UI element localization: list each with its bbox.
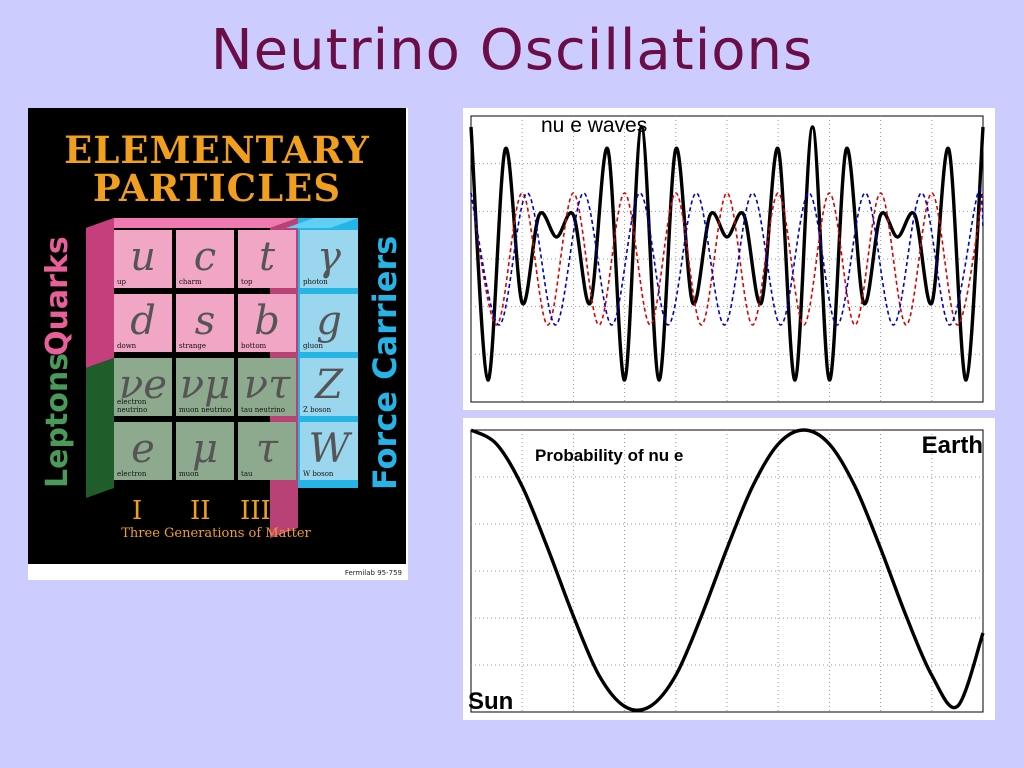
particle-name: top [241,278,253,286]
series-line-1 [470,192,984,326]
particle-cell: e electron [114,422,172,480]
series-line-0 [470,428,985,712]
generation-1: I [132,496,143,526]
particle-cell: s strange [176,294,234,352]
particle-cell: νμ muon neutrino [176,358,234,416]
slide-title: Neutrino Oscillations [210,18,814,83]
boson-symbol: g [316,298,342,344]
particle-cell: ντ tau neutrino [238,358,296,416]
boson-name: gluon [303,342,323,350]
particle-symbol: s [194,298,216,344]
poster-title-line2: PARTICLES [92,166,342,210]
boson-cell: γ photon [300,230,358,288]
force-carriers-label: Force Carriers [366,235,404,490]
sun-label: Sun [468,688,514,715]
elementary-particles-poster: ELEMENTARY PARTICLES u up c charm t top d down s… [28,108,408,580]
particle-symbol: t [258,234,276,280]
particle-symbol: νμ [179,362,231,408]
particle-name: electron [117,470,147,478]
generation-2: II [190,496,211,526]
particle-name: down [117,342,137,350]
nu-e-waves-panel: nu e waves [463,108,995,410]
boson-name: Z boson [303,406,332,414]
boson-cell: g gluon [300,294,358,352]
probability-panel: Probability of nu e Earth Sun [463,418,995,720]
particle-cell: u up [114,230,172,288]
series-line-2 [470,188,984,326]
particle-name: tau neutrino [241,406,285,414]
nu-e-waves-chart [469,115,985,403]
particle-cell: τ tau [238,422,296,480]
particle-name: muon neutrino [179,406,232,414]
generations-caption: Three Generations of Matter [121,526,311,541]
particle-symbol: e [131,426,155,472]
probability-chart [470,428,985,713]
particle-name: tau [241,470,253,478]
particle-symbol: νe [119,362,167,408]
boson-name: W boson [303,470,334,478]
particle-name: up [117,278,126,286]
particle-cell: νe electron neutrino [114,358,172,416]
particle-name: strange [179,342,207,350]
earth-label: Earth [921,432,983,459]
probability-title: Probability of nu e [535,446,684,465]
quarks-label: Quarks [40,236,75,356]
boson-symbol: γ [317,234,341,280]
boson-symbol: Z [315,362,343,408]
particle-cell: b bottom [238,294,296,352]
generation-3: III [240,496,271,526]
particle-symbol: τ [255,426,279,472]
particle-cell: d down [114,294,172,352]
particle-cell: μ muon [176,422,234,480]
particle-name: bottom [241,342,267,350]
particle-name: electron neutrino [117,398,148,414]
particle-symbol: c [193,234,217,280]
boson-name: photon [303,278,328,286]
particle-symbol: u [130,234,156,280]
particle-cell: t top [238,230,296,288]
particle-cell: c charm [176,230,234,288]
particle-name: charm [179,278,202,286]
particle-symbol: ντ [243,362,291,408]
boson-symbol: W [308,426,350,472]
particle-symbol: d [130,298,156,344]
leptons-label: Leptons [40,352,75,488]
particle-symbol: μ [192,426,218,472]
particle-symbol: b [254,298,280,344]
series-line-0 [469,125,985,382]
particle-name: muon [179,470,199,478]
fermilab-credit: Fermilab 95-759 [344,569,402,577]
nu-e-waves-title: nu e waves [541,114,648,137]
poster-title-line1: ELEMENTARY [64,128,370,172]
poster-background: ELEMENTARY PARTICLES u up c charm t top d down s… [28,108,406,564]
